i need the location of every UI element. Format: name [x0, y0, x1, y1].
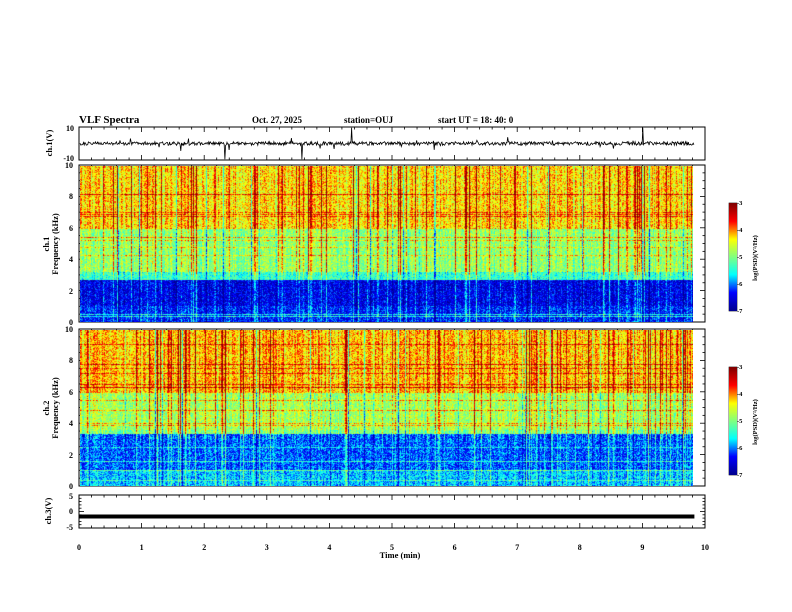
ch2-spec-ytick-label: 8: [69, 356, 73, 365]
station-label: station=OUJ: [344, 115, 394, 125]
ch1-spec-ytick-label: 8: [69, 192, 73, 201]
ch1-colorbar-tick: -6: [737, 281, 743, 288]
ch2-colorbar-label: log(PSD)(V²/Hz): [752, 399, 759, 445]
ch2-spec-ytick-label: 0: [69, 482, 73, 491]
ch2-colorbar-tick-labels: -3 -4 -5 -6 -7: [737, 364, 743, 479]
ch1-waveform-path: [79, 127, 695, 160]
ch3-ytick-label: -5: [66, 523, 73, 532]
x-tick-label: 8: [578, 543, 582, 552]
ch1-colorbar-tick: -4: [737, 227, 743, 234]
ch2-spec-ytick-labels: 0 2 4 6 8 10: [65, 325, 73, 491]
ch2-colorbar-tick: -4: [737, 391, 743, 398]
x-tick-label: 10: [701, 543, 709, 552]
x-tick-label: 0: [77, 543, 81, 552]
ch2-spec-ytick-label: 10: [65, 325, 73, 334]
ch1-spec-ylabel-frequency: Frequency (kHz): [50, 213, 60, 275]
ch1-spec-ytick-labels: 0 2 4 6 8 10: [65, 161, 73, 327]
ch1-spec-ytick-label: 0: [69, 318, 73, 327]
x-tick-label: 7: [515, 543, 519, 552]
ch1-colorbar-tick: -5: [737, 254, 743, 261]
ch1-ytick-label: -10: [63, 154, 74, 163]
ch2-colorbar-tick: -7: [737, 472, 743, 479]
x-tick-label: 1: [140, 543, 144, 552]
ch1-colorbar-tick-labels: -3 -4 -5 -6 -7: [737, 200, 743, 315]
ch1-ytick-label: 10: [66, 124, 74, 133]
ch3-ticks: [78, 494, 706, 529]
ch3-ytick-label: 5: [69, 492, 73, 501]
ch2-spectrogram-panel: 0 2 4 6 8 10 ch.2 Frequency (kHz) -3 -4 …: [41, 325, 759, 491]
x-tick-label: 3: [265, 543, 269, 552]
ch3-waveform-ylabel: ch.3(V): [43, 497, 53, 524]
ch1-spec-ytick-label: 2: [69, 287, 73, 296]
ch2-spec-ytick-label: 2: [69, 451, 73, 460]
ch2-colorbar-tick: -6: [737, 445, 743, 452]
ch2-spec-ytick-label: 6: [69, 388, 73, 397]
ch1-waveform-panel: 10 -10 ch.1(V): [44, 124, 706, 163]
ch1-ticks: [78, 127, 706, 160]
ch2-spec-ylabel: ch.2: [41, 401, 51, 416]
x-tick-label: 2: [202, 543, 206, 552]
x-tick-label: 6: [453, 543, 457, 552]
ch2-colorbar-tick: -5: [737, 418, 743, 425]
ch1-spectrogram-image: [79, 165, 693, 322]
ch2-spec-ytick-label: 4: [69, 419, 73, 428]
ch3-waveform-panel: 5 0 -5 ch.3(V): [43, 492, 706, 532]
x-tick-label: 4: [327, 543, 331, 552]
ch1-waveform-trace: [79, 127, 695, 160]
x-axis-label: Time (min): [380, 550, 421, 560]
ch2-colorbar-tick: -3: [737, 364, 743, 371]
date-label: Oct. 27, 2025: [252, 115, 302, 125]
ch1-spec-ylabel: ch.1: [41, 237, 51, 252]
ch1-colorbar-tick: -3: [737, 200, 743, 207]
start-time-label: start UT = 18: 40: 0: [438, 115, 514, 125]
ch1-colorbar-tick: -7: [737, 308, 743, 315]
ch1-colorbar-label: log(PSD)(V²/Hz): [752, 235, 759, 281]
ch1-colorbar: [729, 203, 737, 311]
x-tick-label: 5: [390, 543, 394, 552]
ch1-spec-ytick-label: 6: [69, 224, 73, 233]
figure-title: VLF Spectra: [79, 114, 140, 126]
ch1-spec-ytick-label: 4: [69, 255, 73, 264]
ch1-spec-ytick-label: 10: [65, 161, 73, 170]
x-tick-label: 9: [640, 543, 644, 552]
ch2-spec-ylabel-frequency: Frequency (kHz): [50, 377, 60, 439]
ch3-ytick-label: 0: [69, 507, 73, 516]
ch2-spectrogram-image: [79, 329, 693, 486]
ch1-waveform-ylabel: ch.1(V): [44, 129, 54, 156]
ch2-colorbar: [729, 367, 737, 475]
x-axis-tick-labels: 0 1 2 3 4 5 6 7 8 9 10: [77, 543, 709, 552]
